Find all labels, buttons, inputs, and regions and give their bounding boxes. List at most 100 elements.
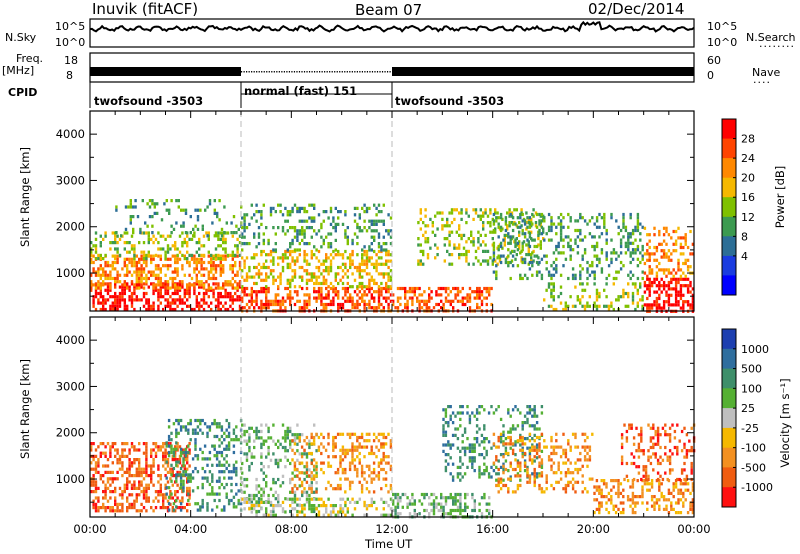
- heatmap-cell: [281, 509, 285, 514]
- heatmap-cell: [627, 291, 630, 296]
- heatmap-cell: [368, 451, 371, 456]
- heatmap-cell: [655, 296, 659, 301]
- heatmap-cell: [466, 296, 469, 300]
- heatmap-cell: [253, 235, 256, 239]
- heatmap-cell: [679, 296, 683, 301]
- heatmap-cell: [186, 257, 189, 261]
- heatmap-cell: [456, 492, 460, 497]
- heatmap-cell: [629, 276, 632, 281]
- heatmap-cell: [514, 458, 517, 462]
- heatmap-cell: [284, 433, 287, 437]
- heatmap-cell: [382, 432, 385, 436]
- heatmap-cell: [237, 502, 240, 506]
- heatmap-cell: [385, 242, 388, 246]
- heatmap-cell: [142, 451, 146, 455]
- heatmap-cell: [368, 504, 371, 508]
- heatmap-cell: [260, 497, 263, 501]
- freq-dot: [311, 71, 313, 73]
- heatmap-cell: [472, 208, 475, 212]
- heatmap-cell: [218, 218, 221, 222]
- heatmap-cell: [332, 256, 335, 260]
- heatmap-cell: [463, 446, 467, 450]
- heatmap-cell: [356, 471, 359, 475]
- heatmap-cell: [220, 470, 224, 474]
- heatmap-cell: [603, 225, 606, 229]
- heatmap-cell: [203, 444, 207, 448]
- heatmap-cell: [241, 226, 244, 230]
- heatmap-cell: [515, 208, 518, 212]
- heatmap-cell: [380, 219, 383, 223]
- heatmap-cell: [450, 262, 454, 266]
- heatmap-cell: [296, 232, 299, 236]
- heatmap-cell: [670, 277, 673, 281]
- heatmap-cell: [298, 206, 301, 210]
- heatmap-cell: [344, 500, 347, 504]
- heatmap-cell: [535, 260, 539, 265]
- heatmap-cell: [535, 448, 539, 452]
- heatmap-cell: [432, 508, 436, 513]
- heatmap-cell: [215, 422, 219, 426]
- heatmap-cell: [305, 452, 309, 456]
- heatmap-cell: [538, 455, 541, 459]
- heatmap-cell: [135, 286, 138, 290]
- heatmap-cell: [525, 243, 528, 247]
- heatmap-cell: [174, 257, 177, 261]
- heatmap-cell: [380, 262, 383, 266]
- heatmap-cell: [411, 302, 414, 307]
- heatmap-cell: [691, 300, 695, 304]
- heatmap-cell: [488, 290, 491, 294]
- heatmap-cell: [205, 231, 208, 235]
- heatmap-cell: [655, 303, 659, 307]
- heatmap-cell: [272, 248, 275, 252]
- heatmap-cell: [279, 306, 282, 310]
- heatmap-cell: [138, 486, 141, 490]
- heatmap-cell: [459, 492, 462, 497]
- heatmap-cell: [327, 435, 330, 440]
- heatmap-cell: [576, 251, 580, 255]
- heatmap-cell: [289, 253, 292, 257]
- heatmap-cell: [356, 253, 359, 257]
- heatmap-cell: [550, 458, 553, 462]
- heatmap-cell: [322, 278, 325, 282]
- heatmap-cell: [365, 293, 369, 297]
- heatmap-cell: [509, 241, 512, 245]
- heatmap-cell: [186, 467, 189, 471]
- heatmap-cell: [624, 225, 628, 229]
- heatmap-cell: [176, 282, 179, 286]
- heatmap-cell: [432, 512, 436, 516]
- freq-dot: [339, 71, 341, 73]
- heatmap-cell: [203, 457, 207, 461]
- heatmap-cell: [658, 233, 661, 237]
- heatmap-cell: [377, 285, 381, 289]
- heatmap-cell: [157, 276, 160, 281]
- heatmap-cell: [90, 445, 93, 449]
- heatmap-cell: [674, 280, 678, 285]
- heatmap-cell: [126, 270, 129, 274]
- heatmap-cell: [528, 432, 532, 436]
- heatmap-cell: [207, 254, 210, 258]
- heatmap-cell: [334, 504, 337, 508]
- heatmap-cell: [499, 440, 503, 444]
- heatmap-cell: [418, 512, 421, 516]
- heatmap-cell: [346, 290, 349, 294]
- heatmap-cell: [99, 234, 102, 238]
- heatmap-cell: [641, 257, 644, 261]
- heatmap-cell: [162, 307, 165, 312]
- heatmap-cell: [225, 418, 228, 423]
- heatmap-cell: [255, 296, 258, 300]
- heatmap-cell: [296, 474, 299, 478]
- heatmap-cell: [622, 264, 625, 268]
- heatmap-cell: [140, 285, 143, 289]
- heatmap-cell: [622, 225, 625, 229]
- heatmap-cell: [348, 461, 352, 465]
- heatmap-cell: [250, 452, 253, 456]
- freq-dot: [263, 71, 265, 73]
- heatmap-cell: [610, 260, 613, 265]
- heatmap-cell: [334, 513, 337, 517]
- heatmap-cell: [199, 422, 202, 426]
- freq-dot: [281, 71, 283, 73]
- heatmap-cell: [301, 219, 304, 223]
- heatmap-cell: [327, 464, 330, 468]
- heatmap-cell: [370, 500, 373, 504]
- heatmap-cell: [106, 464, 110, 468]
